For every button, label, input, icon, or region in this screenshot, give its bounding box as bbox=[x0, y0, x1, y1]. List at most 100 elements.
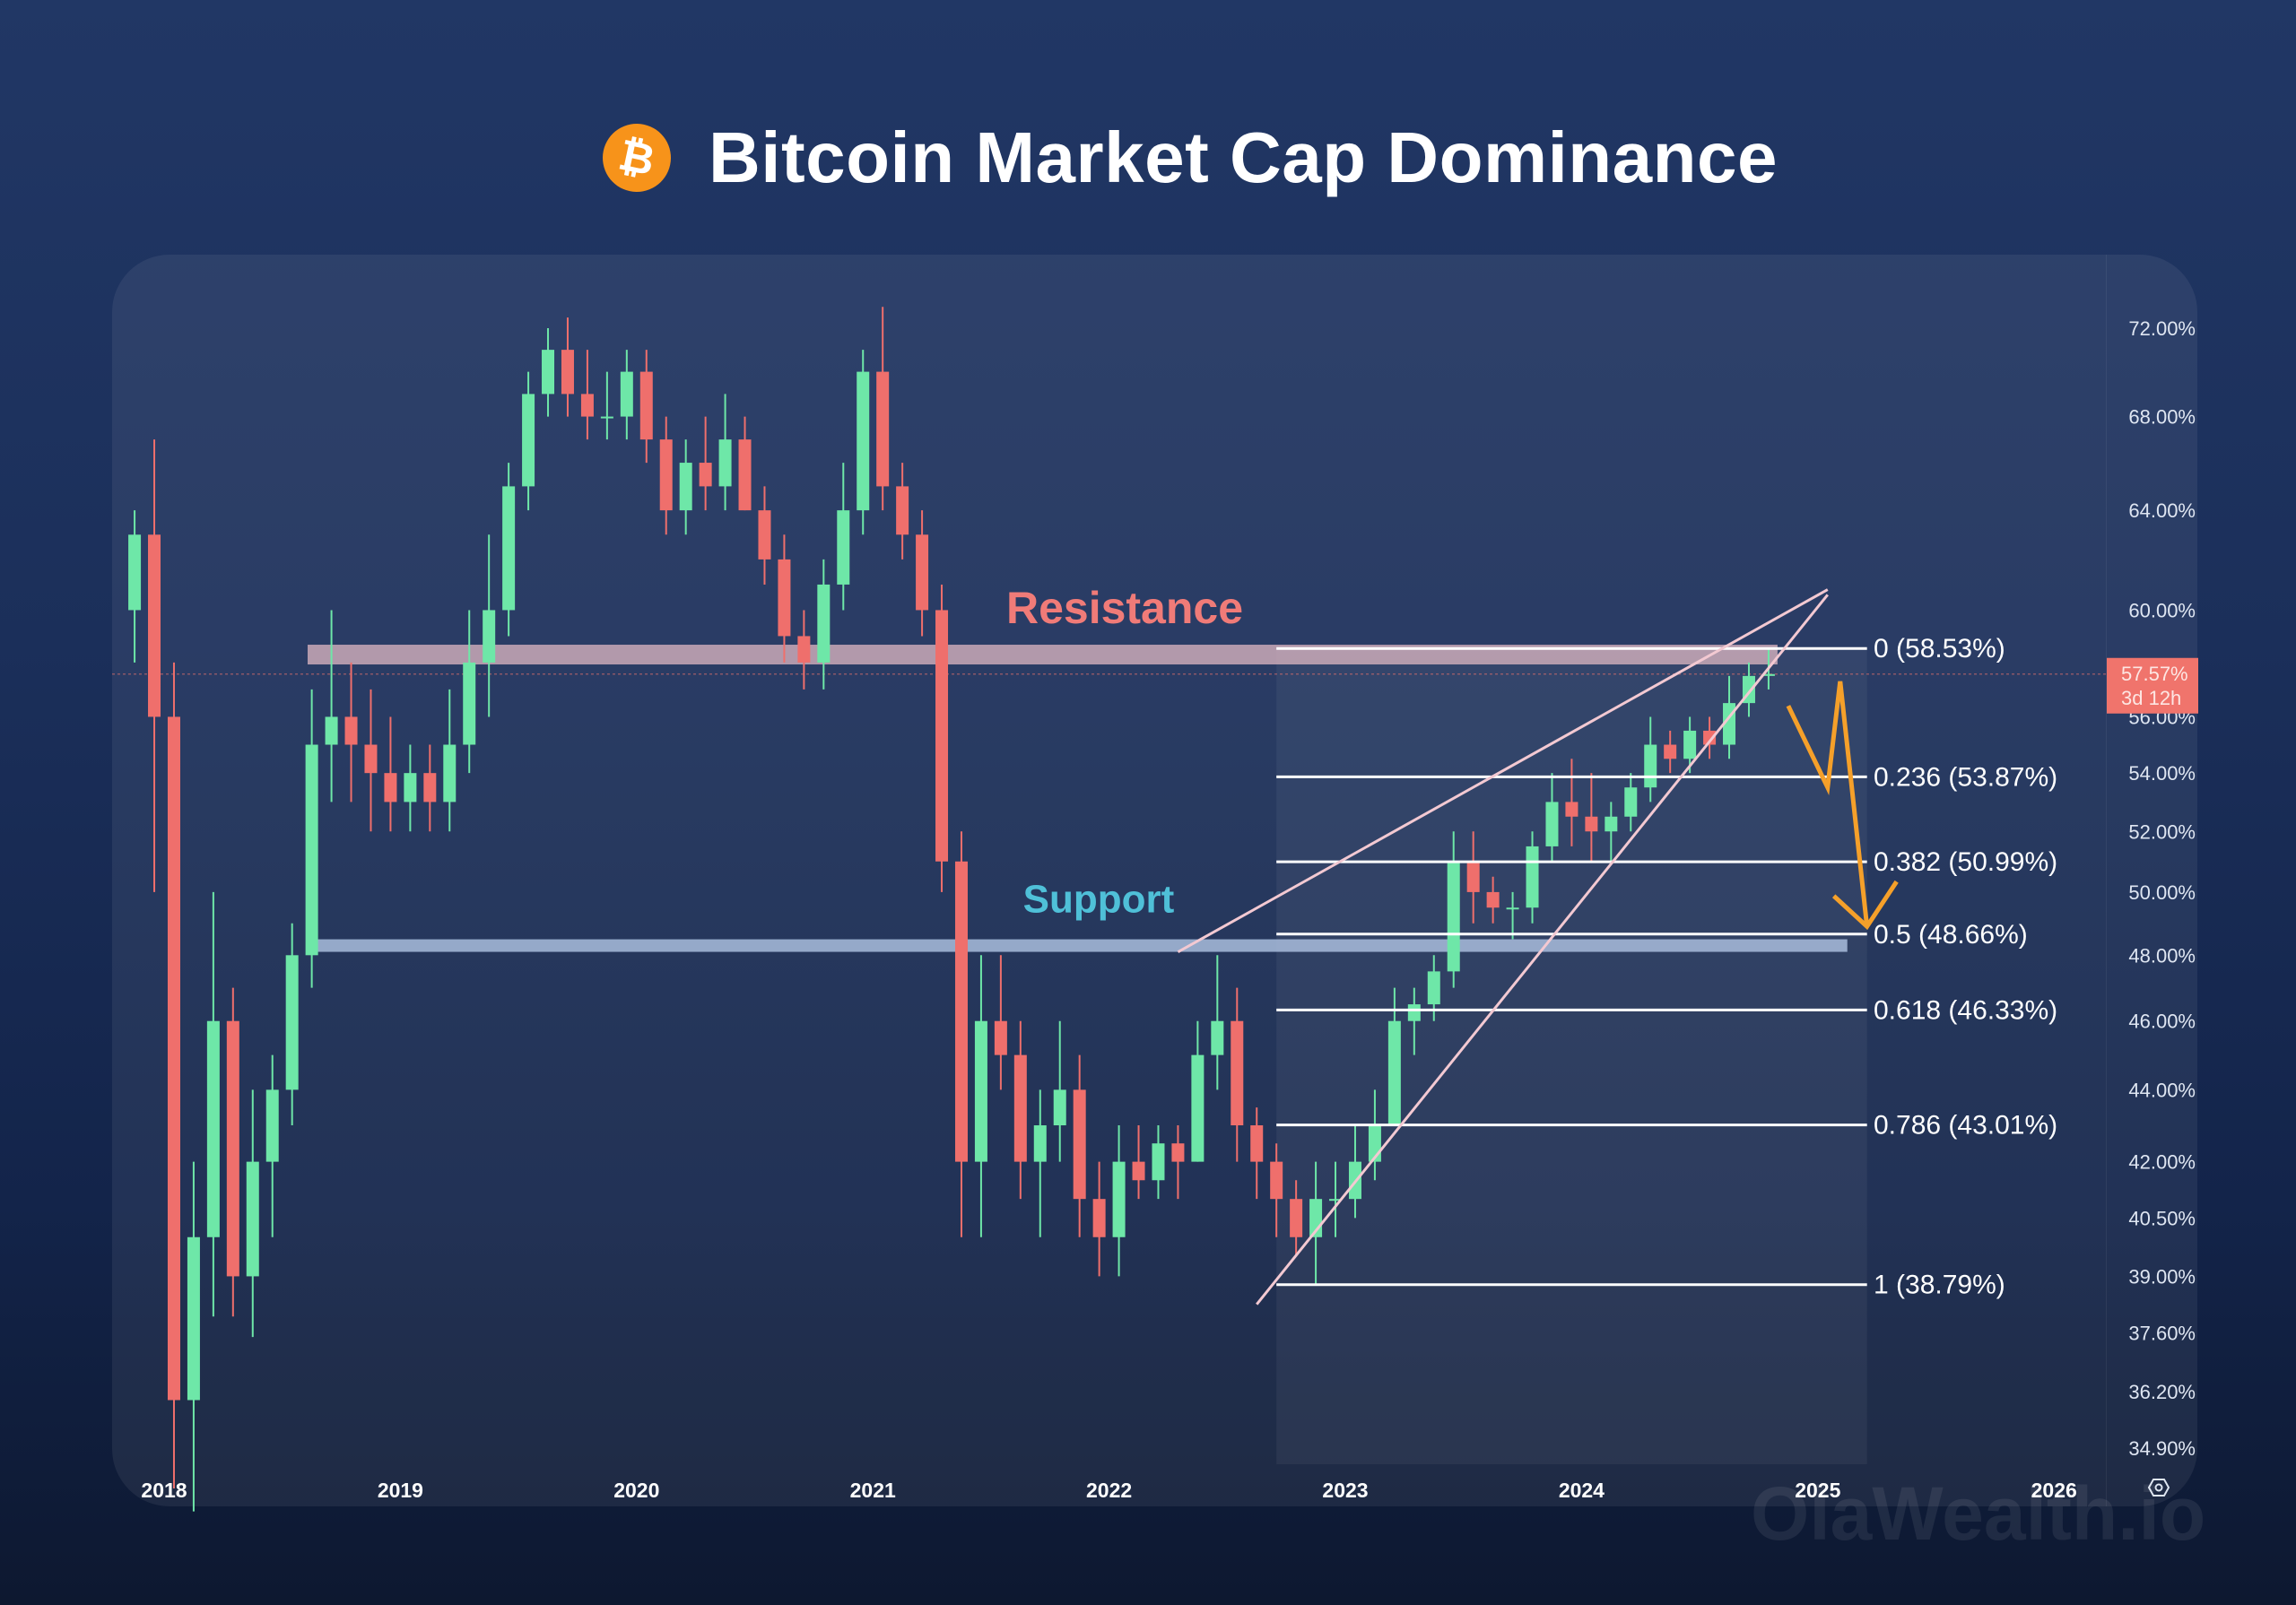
y-tick-label: 34.90% bbox=[2128, 1437, 2196, 1460]
candle bbox=[463, 610, 476, 774]
candle-body bbox=[1231, 1020, 1244, 1126]
projection-arrowhead-icon bbox=[1831, 880, 1899, 931]
candle bbox=[384, 716, 397, 832]
candle-body bbox=[1387, 1020, 1401, 1126]
candle-body bbox=[1703, 730, 1717, 745]
watermark: OlaWealth.io bbox=[1751, 1471, 2206, 1556]
candle-body bbox=[1092, 1199, 1106, 1237]
x-tick-label: 2021 bbox=[850, 1479, 896, 1502]
candle bbox=[699, 416, 712, 511]
candle-body bbox=[857, 371, 870, 511]
candle bbox=[1250, 1107, 1264, 1200]
candle-body bbox=[837, 510, 850, 585]
candle bbox=[1329, 1161, 1343, 1237]
candle bbox=[1605, 802, 1618, 862]
candle bbox=[226, 987, 239, 1317]
candle bbox=[1191, 1020, 1205, 1162]
fib-label: 0.382 (50.99%) bbox=[1874, 847, 2057, 877]
candle-body bbox=[1664, 744, 1677, 759]
candle-body bbox=[1683, 730, 1697, 759]
candle bbox=[659, 416, 673, 535]
candle-body bbox=[522, 394, 535, 487]
y-tick-label: 68.00% bbox=[2128, 406, 2196, 429]
resistance-label: Resistance bbox=[1006, 583, 1243, 633]
candle-body bbox=[1152, 1143, 1165, 1181]
fib-label: 0.236 (53.87%) bbox=[1874, 762, 2057, 792]
candle-body bbox=[502, 486, 516, 611]
fib-label: 1 (38.79%) bbox=[1874, 1271, 2005, 1300]
candle bbox=[187, 1161, 200, 1512]
candle-body bbox=[935, 610, 949, 862]
candle-body bbox=[463, 662, 476, 745]
candle bbox=[325, 610, 338, 802]
candle-body bbox=[384, 773, 397, 802]
candle bbox=[1407, 987, 1421, 1055]
price-tag bbox=[2107, 657, 2198, 714]
candle-body bbox=[404, 773, 417, 802]
candle-body bbox=[679, 463, 692, 511]
candle-body bbox=[916, 534, 929, 611]
support-label: Support bbox=[1023, 878, 1175, 922]
candle-body bbox=[364, 744, 378, 774]
candle-body bbox=[778, 559, 791, 637]
candle bbox=[522, 371, 535, 511]
candle-body bbox=[1033, 1125, 1047, 1162]
candle-body bbox=[1624, 787, 1638, 817]
candle bbox=[797, 610, 811, 690]
y-tick-label: 44.00% bbox=[2128, 1079, 2196, 1101]
settings-hexagon bbox=[2147, 1479, 2170, 1497]
candle bbox=[1033, 1089, 1047, 1237]
candle-body bbox=[1191, 1054, 1205, 1162]
candle bbox=[1506, 891, 1519, 940]
candle bbox=[1112, 1125, 1126, 1277]
candle-body bbox=[1605, 816, 1618, 832]
candle-body bbox=[699, 463, 712, 487]
candle-body bbox=[542, 350, 555, 395]
candle bbox=[1132, 1125, 1145, 1200]
candle bbox=[443, 689, 457, 832]
candle bbox=[1585, 773, 1598, 862]
support-band bbox=[308, 939, 1848, 952]
candle bbox=[837, 463, 850, 611]
candle bbox=[246, 1089, 259, 1338]
candle bbox=[1231, 987, 1244, 1162]
candle bbox=[305, 689, 318, 988]
candle-body bbox=[639, 371, 653, 440]
candle bbox=[857, 350, 870, 535]
candle-body bbox=[1506, 907, 1519, 910]
candle-body bbox=[974, 1020, 987, 1162]
candle bbox=[265, 1054, 279, 1237]
candle-body bbox=[876, 371, 890, 487]
candle bbox=[483, 534, 496, 717]
candle-body bbox=[1290, 1199, 1303, 1237]
settings-icon[interactable] bbox=[2147, 1479, 2170, 1497]
candle bbox=[1270, 1143, 1283, 1237]
candle bbox=[1171, 1125, 1185, 1200]
candle bbox=[738, 416, 752, 511]
candle-body bbox=[206, 1020, 220, 1237]
candle-body bbox=[1427, 971, 1440, 1005]
chart-pane bbox=[112, 255, 2197, 1506]
candle bbox=[1683, 716, 1697, 774]
candle-body bbox=[954, 861, 968, 1162]
candle bbox=[718, 394, 732, 511]
candle-body bbox=[1112, 1161, 1126, 1237]
candle bbox=[344, 662, 358, 802]
candle bbox=[404, 744, 417, 832]
candle bbox=[896, 463, 909, 560]
candle bbox=[876, 307, 890, 511]
candle-body bbox=[600, 416, 613, 419]
candle-body bbox=[896, 486, 909, 535]
candle bbox=[167, 662, 180, 1489]
y-tick-label: 60.00% bbox=[2128, 599, 2196, 621]
candle-body bbox=[226, 1020, 239, 1277]
candle bbox=[206, 891, 220, 1317]
candle-body bbox=[1211, 1020, 1224, 1055]
candle-body bbox=[1329, 1199, 1343, 1202]
candle bbox=[502, 463, 516, 637]
y-tick-label: 37.60% bbox=[2128, 1322, 2196, 1344]
y-tick-label: 40.50% bbox=[2128, 1207, 2196, 1229]
price-axis[interactable] bbox=[2106, 255, 2198, 1506]
x-tick-label: 2018 bbox=[141, 1479, 187, 1502]
